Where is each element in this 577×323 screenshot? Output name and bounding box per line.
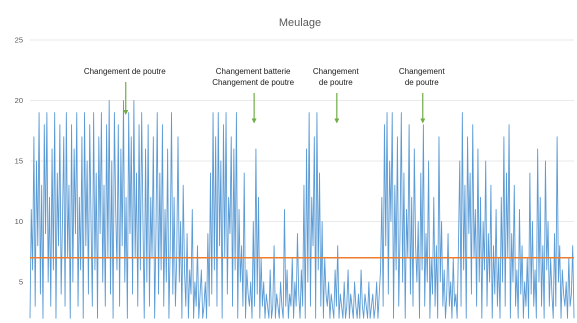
series-layer xyxy=(29,100,575,319)
y-axis-tick-labels: 5 10 15 20 25 xyxy=(15,36,23,287)
annotation-a3: Changement de poutre xyxy=(313,67,360,124)
annotation-text: Changement xyxy=(399,67,446,76)
series-line xyxy=(29,100,575,319)
annotation-arrow-head xyxy=(420,118,426,124)
annotation-text: Changement xyxy=(313,67,360,76)
annotation-arrow-head xyxy=(123,110,129,116)
y-tick-label-5: 5 xyxy=(19,278,23,287)
annotation-text: Changement de poutre xyxy=(212,78,294,87)
annotation-arrow-head xyxy=(334,118,340,124)
annotation-a4: Changement de poutre xyxy=(399,67,446,124)
annotation-text: Changement batterie xyxy=(216,67,291,76)
y-tick-label-10: 10 xyxy=(15,217,23,226)
y-tick-label-20: 20 xyxy=(15,96,23,105)
annotation-text: Changement de poutre xyxy=(84,67,166,76)
annotations: Changement de poutre Changement batterieC… xyxy=(84,67,446,124)
annotation-text: de poutre xyxy=(405,78,439,87)
chart-title: Meulage xyxy=(279,17,321,29)
y-tick-label-15: 15 xyxy=(15,157,23,166)
annotation-text: de poutre xyxy=(319,78,353,87)
annotation-a2: Changement batterie Changement de poutre xyxy=(212,67,295,124)
annotation-a1: Changement de poutre xyxy=(84,67,166,116)
y-tick-label-25: 25 xyxy=(15,36,23,45)
annotation-arrow-head xyxy=(251,118,257,124)
